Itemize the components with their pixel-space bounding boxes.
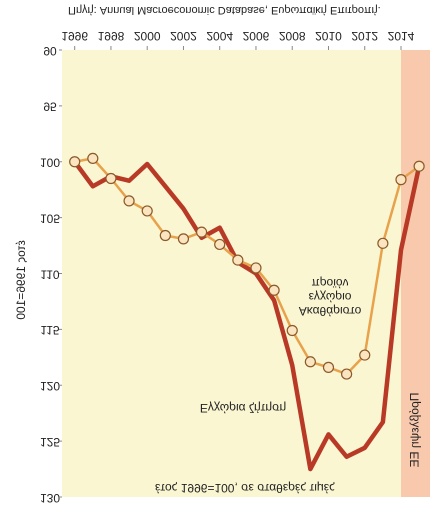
y-tick-label: 110 bbox=[40, 267, 59, 281]
x-tick-label: 2002 bbox=[170, 29, 197, 43]
y-tick-label: 95 bbox=[43, 100, 57, 114]
y-tick-label: 100 bbox=[40, 156, 60, 170]
plot-background bbox=[62, 50, 430, 497]
series-marker bbox=[304, 356, 316, 368]
source: Πηγή: Annual Macroeconomic Database, Ευρ… bbox=[68, 4, 381, 16]
series-marker bbox=[322, 361, 335, 373]
x-tick-label: 2000 bbox=[134, 29, 161, 43]
series-marker bbox=[159, 229, 171, 242]
series-marker bbox=[141, 205, 153, 217]
y-axis-label: έτος 1996=100 bbox=[14, 240, 28, 320]
series-marker bbox=[395, 174, 407, 186]
series-marker bbox=[377, 237, 389, 249]
series-label: Εγχώρια ζήτηση bbox=[200, 401, 286, 415]
y-tick-label: 105 bbox=[40, 211, 60, 225]
x-tick-label: 1998 bbox=[98, 29, 125, 43]
series-marker bbox=[195, 226, 208, 238]
series-marker bbox=[413, 160, 425, 172]
y-tick-label: 130 bbox=[40, 491, 60, 505]
series-marker bbox=[87, 152, 99, 164]
forecast-label: Πρόβλεψη ΕΕ bbox=[408, 392, 422, 467]
y-tick-label: 125 bbox=[40, 435, 60, 449]
series-marker bbox=[250, 262, 262, 274]
x-tick-label: 1996 bbox=[61, 29, 88, 43]
x-tick-label: 2014 bbox=[388, 29, 415, 43]
y-tick-label: 115 bbox=[40, 323, 59, 337]
series-marker bbox=[359, 349, 371, 361]
y-tick-label: 120 bbox=[40, 379, 60, 393]
series-line bbox=[72, 160, 422, 472]
y-tick-label: 90 bbox=[43, 44, 57, 58]
series-marker bbox=[214, 238, 226, 251]
x-tick-label: 2012 bbox=[351, 29, 378, 43]
forecast-band bbox=[400, 50, 430, 497]
series-label: Ακαθάριστοεγχώριοπροϊόν bbox=[299, 276, 362, 318]
series-marker bbox=[268, 284, 280, 296]
x-tick-label: 2006 bbox=[243, 29, 270, 43]
series-marker bbox=[177, 233, 190, 245]
series-marker bbox=[232, 254, 244, 266]
series-marker bbox=[123, 195, 135, 207]
x-tick-label: 2004 bbox=[206, 29, 233, 43]
chart-title: έτος 1996=100, σε σταθερές τιμές bbox=[155, 481, 335, 495]
x-tick-label: 2010 bbox=[315, 29, 342, 43]
series-marker bbox=[105, 172, 117, 185]
series-marker bbox=[286, 324, 298, 337]
series-marker bbox=[341, 368, 353, 380]
series-marker bbox=[69, 156, 81, 168]
x-tick-label: 2008 bbox=[279, 29, 306, 43]
